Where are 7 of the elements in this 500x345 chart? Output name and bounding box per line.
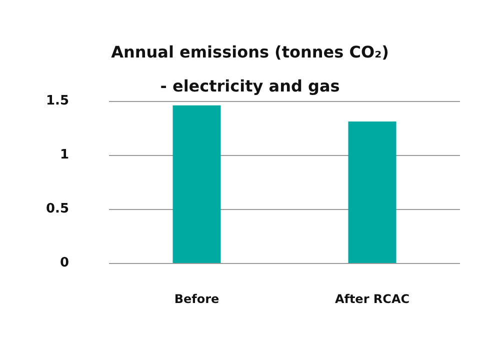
y-tick-label: 0.5 [46, 202, 69, 216]
chart-title: Annual emissions (tonnes CO₂) - electricity and gas [111, 42, 389, 96]
y-tick-label: 0 [60, 256, 69, 270]
y-tick-label: 1 [60, 148, 69, 162]
x-tick-label: After RCAC [334, 292, 410, 306]
x-tick-label: Before [174, 292, 220, 306]
y-tick-label: 1.5 [46, 94, 69, 108]
